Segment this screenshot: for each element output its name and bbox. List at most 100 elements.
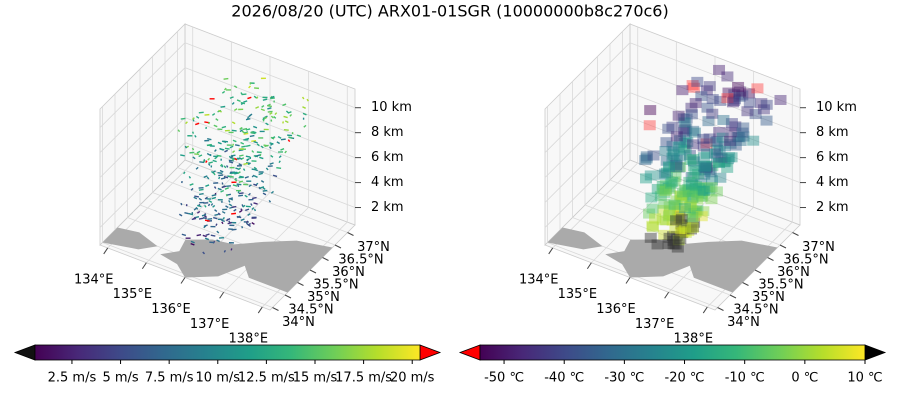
grid-line	[629, 67, 801, 134]
wind-sample	[258, 172, 263, 176]
voxel-sample	[643, 208, 656, 219]
voxel-sample	[699, 160, 712, 171]
axis-pane	[99, 23, 186, 246]
wind-sample	[231, 228, 237, 231]
voxel-sample	[722, 87, 735, 98]
voxel-sample	[698, 169, 711, 180]
voxel-sample	[669, 239, 682, 250]
voxel-sample	[673, 151, 686, 162]
wind-sample	[238, 180, 244, 183]
wind-sample	[232, 143, 235, 147]
wind-sample	[213, 172, 216, 176]
voxel-sample	[667, 235, 680, 246]
voxel-sample	[721, 154, 734, 165]
wind-sample	[302, 106, 306, 109]
voxel-sample	[705, 182, 718, 193]
voxel-sample	[736, 90, 749, 101]
wind-sample	[243, 132, 249, 135]
wind-sample	[230, 155, 234, 159]
voxel-sample	[743, 97, 756, 108]
wind-sample	[223, 140, 229, 143]
voxel-sample	[689, 207, 702, 218]
wind-sample	[244, 194, 248, 198]
wind-sample	[253, 166, 258, 170]
land	[605, 239, 778, 293]
wind-sample	[276, 167, 282, 169]
wind-sample	[247, 213, 251, 216]
wind-sample	[240, 218, 245, 222]
wind-sample	[238, 194, 244, 197]
voxel-sample	[670, 230, 683, 241]
wind-sample	[180, 117, 186, 120]
wind-sample	[287, 111, 292, 114]
voxel-sample	[678, 203, 691, 214]
wind-sample	[206, 176, 210, 180]
wind-sample	[251, 174, 255, 178]
wind-sample	[219, 148, 225, 151]
voxel-sample	[683, 150, 696, 161]
wind-sample	[255, 154, 261, 157]
grid-line	[184, 42, 356, 109]
y-tick-label: 36°N	[777, 265, 810, 280]
wind-sample	[246, 161, 251, 165]
wind-sample	[230, 154, 236, 157]
wind-sample	[267, 107, 272, 110]
wind-sample	[193, 196, 198, 200]
y-tick	[729, 294, 737, 299]
voxel-sample	[649, 213, 662, 224]
wind-sample	[280, 138, 286, 141]
voxel-sample	[688, 82, 701, 93]
voxel-sample	[699, 163, 712, 174]
voxel-sample	[667, 149, 680, 160]
voxel-sample	[644, 105, 657, 116]
colorbar-tick-label: 10 ℃	[847, 371, 882, 386]
voxel-sample	[687, 125, 700, 136]
voxel-sample	[702, 116, 715, 127]
wind-sample	[214, 149, 217, 153]
wind-sample	[206, 143, 212, 147]
wind-sample	[253, 95, 257, 99]
voxel-sample	[685, 109, 698, 120]
wind-sample	[229, 145, 234, 149]
voxel-sample	[671, 205, 684, 216]
wind-sample	[270, 95, 275, 99]
voxel-sample	[692, 188, 705, 199]
wind-sample	[211, 196, 217, 200]
voxel-sample	[718, 141, 731, 152]
voxel-sample	[674, 233, 687, 244]
colorbar	[34, 344, 421, 361]
voxel-sample	[687, 156, 700, 167]
y-tick-label: 34°N	[282, 315, 315, 330]
wind-sample	[243, 162, 249, 166]
voxel-sample	[654, 190, 667, 201]
wind-sample	[195, 115, 200, 119]
wind-sample	[235, 167, 240, 170]
z-tick-label: 8 km	[816, 125, 849, 140]
wind-sample	[203, 224, 208, 227]
wind-sample	[233, 85, 238, 89]
voxel-sample	[651, 183, 664, 194]
voxel-sample	[689, 98, 702, 109]
y-tick-label: 35.5°N	[313, 278, 358, 293]
wind-sample	[228, 197, 234, 200]
voxel-sample	[656, 169, 669, 180]
wind-sample	[216, 230, 220, 234]
voxel-sample	[677, 143, 690, 154]
voxel-sample	[686, 186, 699, 197]
wind-sample	[270, 142, 274, 146]
voxel-sample	[715, 152, 728, 163]
wind-sample	[203, 175, 208, 178]
y-tick-label: 35°N	[752, 290, 785, 305]
y-tick	[767, 257, 774, 261]
wind-sample	[193, 207, 197, 211]
voxel-sample	[691, 205, 704, 216]
wind-sample	[253, 140, 258, 144]
voxel-sample	[688, 217, 701, 228]
voxel-sample	[695, 191, 708, 202]
colorbar-tick-label: -30 ℃	[604, 371, 644, 386]
x-tick-label: 134°E	[519, 272, 559, 287]
z-tick-label: 8 km	[371, 125, 404, 140]
wind-sample	[196, 150, 201, 154]
voxel-sample	[695, 178, 708, 189]
wind-sample	[253, 208, 257, 212]
